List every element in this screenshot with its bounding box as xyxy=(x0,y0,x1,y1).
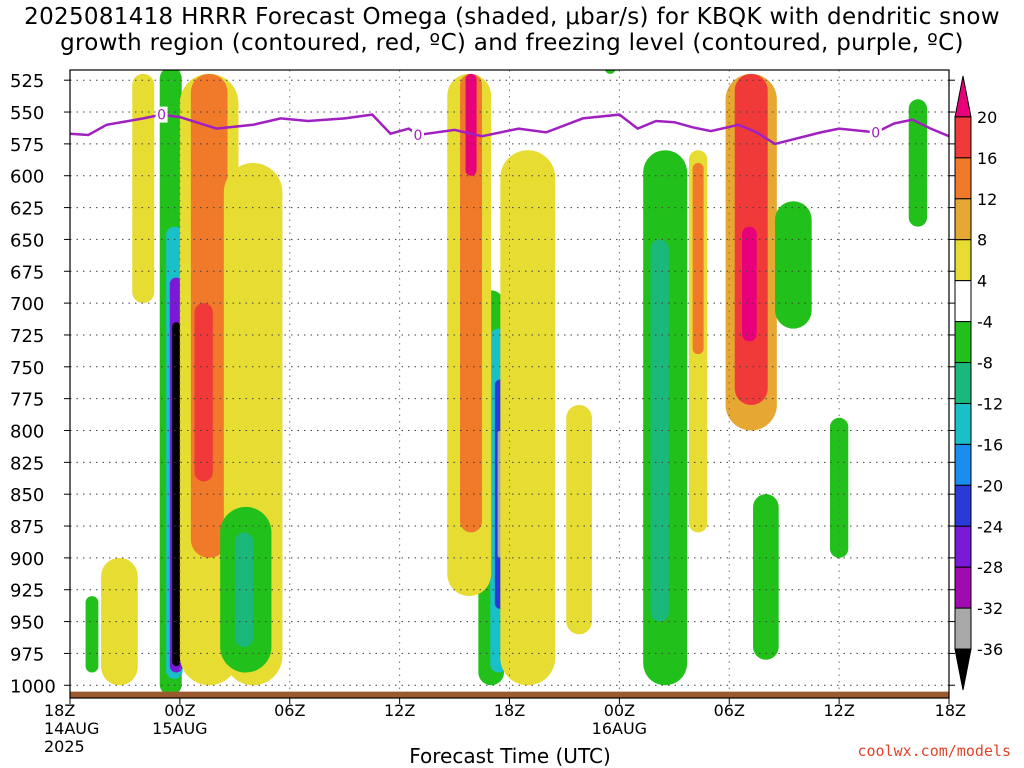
colorbar-bin-4 xyxy=(954,239,972,282)
omega-feature-28 xyxy=(234,532,254,648)
y-tick-label-975: 975 xyxy=(10,644,44,665)
omega-shading xyxy=(85,70,928,696)
colorbar-label-4: 4 xyxy=(977,272,987,291)
colorbar-label-0: 20 xyxy=(977,108,997,127)
x-tick-label-0-2: 2025 xyxy=(44,737,85,756)
y-tick-label-875: 875 xyxy=(10,517,44,538)
chart-title-line-1: 2025081418 HRRR Forecast Omega (shaded, … xyxy=(24,4,1000,30)
x-tick-label-30-1: 16AUG xyxy=(592,719,647,738)
source-url: coolwx.com/models xyxy=(857,742,1011,760)
colorbar-label-9: -20 xyxy=(977,476,1003,495)
y-tick-label-525: 525 xyxy=(10,71,44,92)
chart-title-line-2: growth region (contoured, red, ºC) and f… xyxy=(60,30,964,56)
y-tick-label-575: 575 xyxy=(10,135,44,156)
y-tick-label-825: 825 xyxy=(10,453,44,474)
omega-feature-12 xyxy=(460,73,483,533)
colorbar-bin-7 xyxy=(954,362,972,404)
x-tick-label-36-0: 06Z xyxy=(714,701,745,720)
y-tick-label-925: 925 xyxy=(10,581,44,602)
colorbar-bin-3 xyxy=(954,198,972,241)
colorbar-label-3: 8 xyxy=(977,231,987,250)
y-tick-label-750: 750 xyxy=(10,358,44,379)
omega-feature-20 xyxy=(908,99,928,227)
colorbar-bin-2 xyxy=(954,157,972,200)
freezing-level-label-2: 0 xyxy=(871,125,880,141)
colorbar: 20 16 12 8 4 -4 -8 -12 -16 -20 -24 -28 -32 -36 xyxy=(954,75,1003,691)
x-tick-label-18-0: 12Z xyxy=(384,701,415,720)
colorbar-label-5: -4 xyxy=(977,313,993,332)
x-tick-label-0-0: 18Z xyxy=(44,701,75,720)
omega-feature-13 xyxy=(465,73,477,176)
y-tick-label-600: 600 xyxy=(10,167,44,188)
y-tick-label-700: 700 xyxy=(10,294,44,315)
omega-feature-18 xyxy=(650,239,669,622)
omega-feature-24 xyxy=(101,557,138,686)
y-tick-label-675: 675 xyxy=(10,262,44,283)
omega-feature-32 xyxy=(692,162,704,355)
omega-feature-3 xyxy=(172,322,181,667)
y-tick-label-900: 900 xyxy=(10,549,44,570)
colorbar-bin-5 xyxy=(954,280,972,323)
omega-feature-29 xyxy=(500,150,556,686)
omega-feature-25 xyxy=(85,596,99,673)
colorbar-label-6: -8 xyxy=(977,354,993,373)
colorbar-label-10: -24 xyxy=(977,517,1003,536)
y-tick-label-850: 850 xyxy=(10,485,44,506)
colorbar-label-12: -32 xyxy=(977,599,1003,618)
y-tick-label-650: 650 xyxy=(10,230,44,251)
freezing-level-label-1: 0 xyxy=(413,128,422,144)
colorbar-bin-12 xyxy=(954,566,972,609)
colorbar-bin-13 xyxy=(954,607,972,650)
freezing-level-contour: 0 0 0 xyxy=(70,106,949,146)
omega-feature-33 xyxy=(604,70,616,74)
colorbar-bin-8 xyxy=(954,402,972,445)
colorbar-bin-14 xyxy=(954,648,972,691)
freezing-level-label-bg-2 xyxy=(869,124,882,141)
omega-feature-16 xyxy=(742,226,757,342)
x-tick-label-42-0: 12Z xyxy=(823,701,854,720)
colorbar-bin-11 xyxy=(954,525,972,568)
y-tick-label-800: 800 xyxy=(10,421,44,442)
x-tick-label-6-0: 00Z xyxy=(164,701,195,720)
x-axis-label: Forecast Time (UTC) xyxy=(409,744,611,768)
x-tick-label-12-0: 06Z xyxy=(274,701,305,720)
colorbar-bin-10 xyxy=(954,484,972,527)
omega-feature-22 xyxy=(753,494,779,660)
omega-feature-26 xyxy=(132,73,155,304)
x-tick-label-48-0: 18Z xyxy=(935,701,966,720)
y-tick-label-550: 550 xyxy=(10,103,44,124)
y-tick-label-625: 625 xyxy=(10,199,44,220)
y-tick-label-1000: 1000 xyxy=(10,676,56,697)
colorbar-bin-6 xyxy=(954,321,972,364)
y-tick-label-725: 725 xyxy=(10,326,44,347)
y-tick-label-775: 775 xyxy=(10,390,44,411)
chart-title: 2025081418 HRRR Forecast Omega (shaded, … xyxy=(0,4,1024,56)
omega-feature-6 xyxy=(194,303,213,482)
colorbar-bin-9 xyxy=(954,443,972,486)
colorbar-label-11: -28 xyxy=(977,558,1003,577)
colorbar-label-2: 12 xyxy=(977,190,997,209)
x-tick-label-0-1: 14AUG xyxy=(44,719,99,738)
x-tick-label-6-1: 15AUG xyxy=(152,719,207,738)
freezing-level-line xyxy=(70,113,949,146)
x-tick-label-24-0: 18Z xyxy=(494,701,525,720)
colorbar-label-8: -16 xyxy=(977,435,1003,454)
omega-feature-21 xyxy=(829,417,849,558)
y-tick-label-950: 950 xyxy=(10,613,44,634)
freezing-level-label-bg-0 xyxy=(155,106,168,123)
freezing-level-label-bg-1 xyxy=(411,126,424,143)
omega-feature-19 xyxy=(775,201,812,329)
colorbar-bin-1 xyxy=(954,116,972,159)
x-tick-label-30-0: 00Z xyxy=(604,701,635,720)
colorbar-label-13: -36 xyxy=(977,640,1003,659)
colorbar-label-1: 16 xyxy=(977,149,997,168)
omega-feature-30 xyxy=(566,405,592,635)
y-axis-ticks: 525 550 575 600 625 650 675 700 725 750 775 800 825 8… xyxy=(10,71,955,697)
colorbar-label-7: -12 xyxy=(977,394,1003,413)
freezing-level-label-0: 0 xyxy=(157,108,166,124)
colorbar-bin-0 xyxy=(954,75,972,118)
